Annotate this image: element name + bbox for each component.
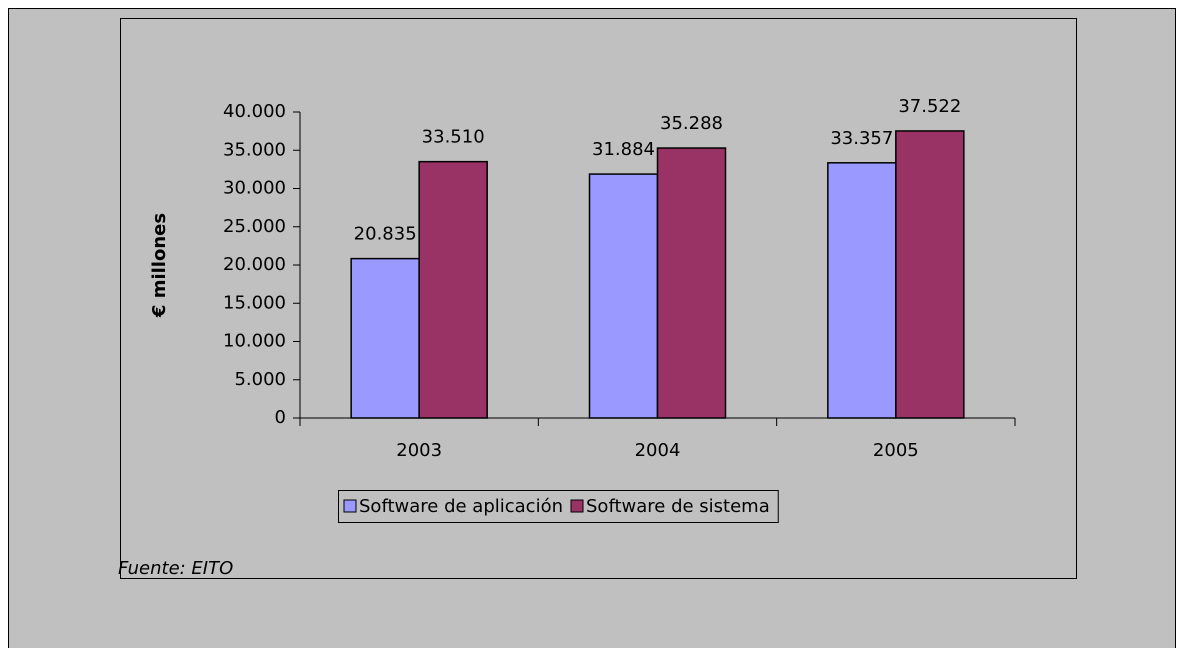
y-tick-label: 30.000 xyxy=(223,178,286,199)
y-tick-label: 0 xyxy=(275,407,286,428)
value-label: 20.835 xyxy=(354,224,417,245)
value-label: 35.288 xyxy=(660,113,723,134)
bar xyxy=(827,162,897,419)
legend-label: Software de sistema xyxy=(586,496,770,517)
bar xyxy=(656,147,727,419)
bar xyxy=(418,160,488,419)
x-tick-label: 2005 xyxy=(873,440,919,461)
bar xyxy=(588,173,659,419)
source-note: Fuente: EITO xyxy=(118,558,233,579)
y-tick-label: 5.000 xyxy=(234,369,286,390)
bar xyxy=(350,257,420,419)
y-tick-label: 40.000 xyxy=(223,101,286,122)
legend-swatch xyxy=(570,499,584,513)
y-tick-label: 25.000 xyxy=(223,216,286,237)
legend-box xyxy=(338,490,779,523)
value-label: 33.357 xyxy=(830,128,893,149)
x-tick-label: 2004 xyxy=(635,440,681,461)
legend-label: Software de aplicación xyxy=(359,496,563,517)
value-label: 37.522 xyxy=(898,96,961,117)
legend-swatch xyxy=(343,499,357,513)
value-label: 33.510 xyxy=(422,127,485,148)
y-tick-label: 10.000 xyxy=(223,331,286,352)
y-tick-label: 20.000 xyxy=(223,254,286,275)
y-axis-label: € millones xyxy=(149,213,170,318)
y-tick-label: 35.000 xyxy=(223,139,286,160)
y-tick-label: 15.000 xyxy=(223,292,286,313)
x-tick-label: 2003 xyxy=(396,440,442,461)
bar xyxy=(895,130,965,419)
value-label: 31.884 xyxy=(592,139,655,160)
